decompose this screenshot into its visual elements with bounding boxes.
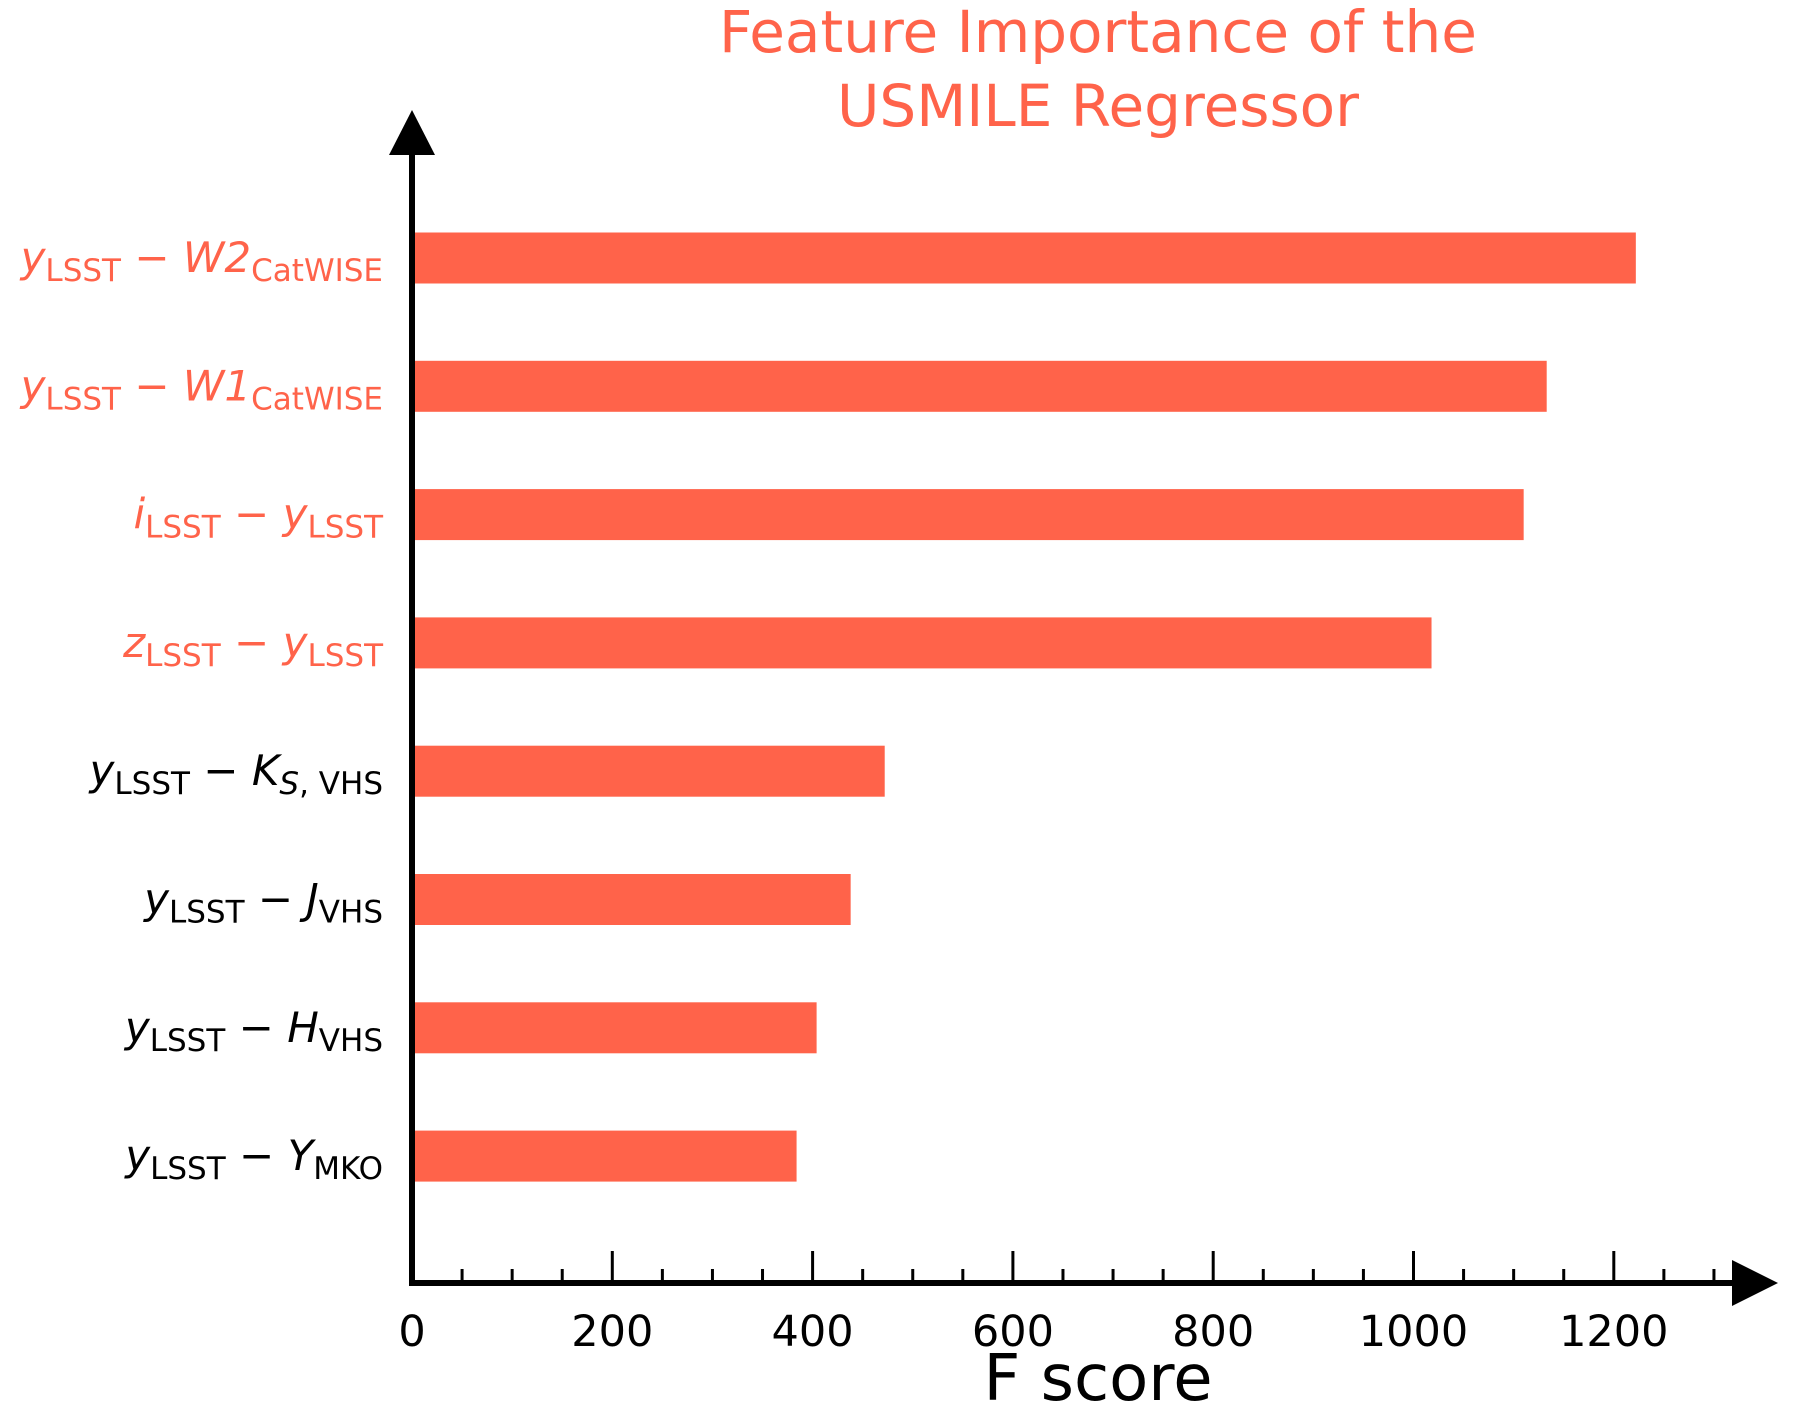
- category-label-part: −: [121, 361, 183, 410]
- bars-layer: [414, 232, 1636, 1182]
- category-label-part: CatWISE: [251, 253, 383, 289]
- category-label-part: LSST: [114, 766, 191, 802]
- x-axis-ticks: 0 200 400 600 800 1000 1200: [398, 1251, 1716, 1357]
- x-tick-label-2: 400: [772, 1307, 854, 1357]
- category-label-part: −: [190, 746, 252, 795]
- category-label-part: LSST: [150, 1023, 227, 1059]
- category-label-part: LSST: [169, 895, 246, 931]
- category-label-5: yLSST − JVHS: [142, 875, 383, 931]
- category-label-part: −: [221, 490, 283, 539]
- bar-4: [414, 745, 885, 797]
- category-label-4: yLSST − KS, VHS: [88, 746, 383, 802]
- x-tick-label-0: 0: [398, 1307, 425, 1357]
- x-tick-label-1: 200: [571, 1307, 653, 1357]
- category-label-7: yLSST − YMKO: [123, 1131, 383, 1187]
- category-label-part: −: [221, 618, 283, 667]
- category-label-part: y: [88, 746, 116, 795]
- category-label-part: LSST: [145, 638, 222, 674]
- category-label-part: −: [225, 1003, 287, 1052]
- category-label-part: S: [279, 766, 299, 802]
- category-label-part: y: [123, 1003, 151, 1052]
- category-label-3: zLSST − yLSST: [122, 618, 384, 674]
- bar-1: [414, 360, 1547, 412]
- category-label-part: y: [19, 233, 47, 282]
- category-label-part: z: [122, 618, 146, 667]
- category-label-part: VHS: [319, 1023, 383, 1059]
- category-label-part: y: [281, 490, 309, 539]
- bar-5: [414, 874, 851, 925]
- chart-title-line-1: Feature Importance of the: [719, 0, 1477, 66]
- category-label-part: y: [142, 875, 170, 924]
- chart-title-line-2: USMILE Regressor: [837, 72, 1359, 140]
- x-tick-label-3: 600: [972, 1307, 1054, 1357]
- bar-0: [414, 232, 1636, 284]
- category-label-part: W2: [183, 233, 251, 282]
- category-label-2: iLSST − yLSST: [133, 490, 384, 546]
- category-label-part: W1: [183, 361, 251, 410]
- category-label-part: , VHS: [299, 766, 383, 802]
- x-axis-label: F score: [983, 1342, 1212, 1410]
- category-label-part: LSST: [150, 1151, 227, 1187]
- bar-7: [414, 1130, 797, 1182]
- category-label-part: y: [123, 1131, 151, 1180]
- category-label-0: yLSST − W2CatWISE: [19, 233, 383, 289]
- x-tick-label-4: 800: [1172, 1307, 1254, 1357]
- category-label-part: MKO: [313, 1151, 383, 1187]
- category-label-6: yLSST − HVHS: [123, 1003, 383, 1059]
- category-label-part: H: [287, 1003, 319, 1052]
- x-tick-label-5: 1000: [1359, 1307, 1468, 1357]
- category-label-part: K: [252, 746, 283, 795]
- category-label-part: VHS: [319, 895, 383, 931]
- x-tick-label-6: 1200: [1559, 1307, 1668, 1357]
- bar-6: [414, 1002, 817, 1054]
- axes-layer: [389, 110, 1778, 1306]
- category-label-part: y: [281, 618, 309, 667]
- bar-3: [414, 617, 1432, 669]
- category-label-part: −: [245, 875, 307, 924]
- category-label-part: LSST: [45, 253, 122, 289]
- category-label-part: Y: [288, 1131, 317, 1180]
- category-label-part: y: [19, 361, 47, 410]
- category-label-part: LSST: [307, 510, 384, 546]
- category-label-part: i: [133, 490, 145, 539]
- category-label-part: LSST: [145, 510, 222, 546]
- x-axis-arrow: [1732, 1260, 1778, 1306]
- category-label-part: −: [226, 1131, 288, 1180]
- y-axis-arrow: [389, 110, 435, 155]
- category-label-1: yLSST − W1CatWISE: [19, 361, 383, 417]
- category-label-part: LSST: [307, 638, 384, 674]
- category-label-part: −: [121, 233, 183, 282]
- chart-title: Feature Importance of the USMILE Regress…: [719, 0, 1477, 140]
- category-label-part: CatWISE: [251, 381, 383, 417]
- category-label-part: LSST: [45, 381, 122, 417]
- bar-2: [414, 489, 1524, 541]
